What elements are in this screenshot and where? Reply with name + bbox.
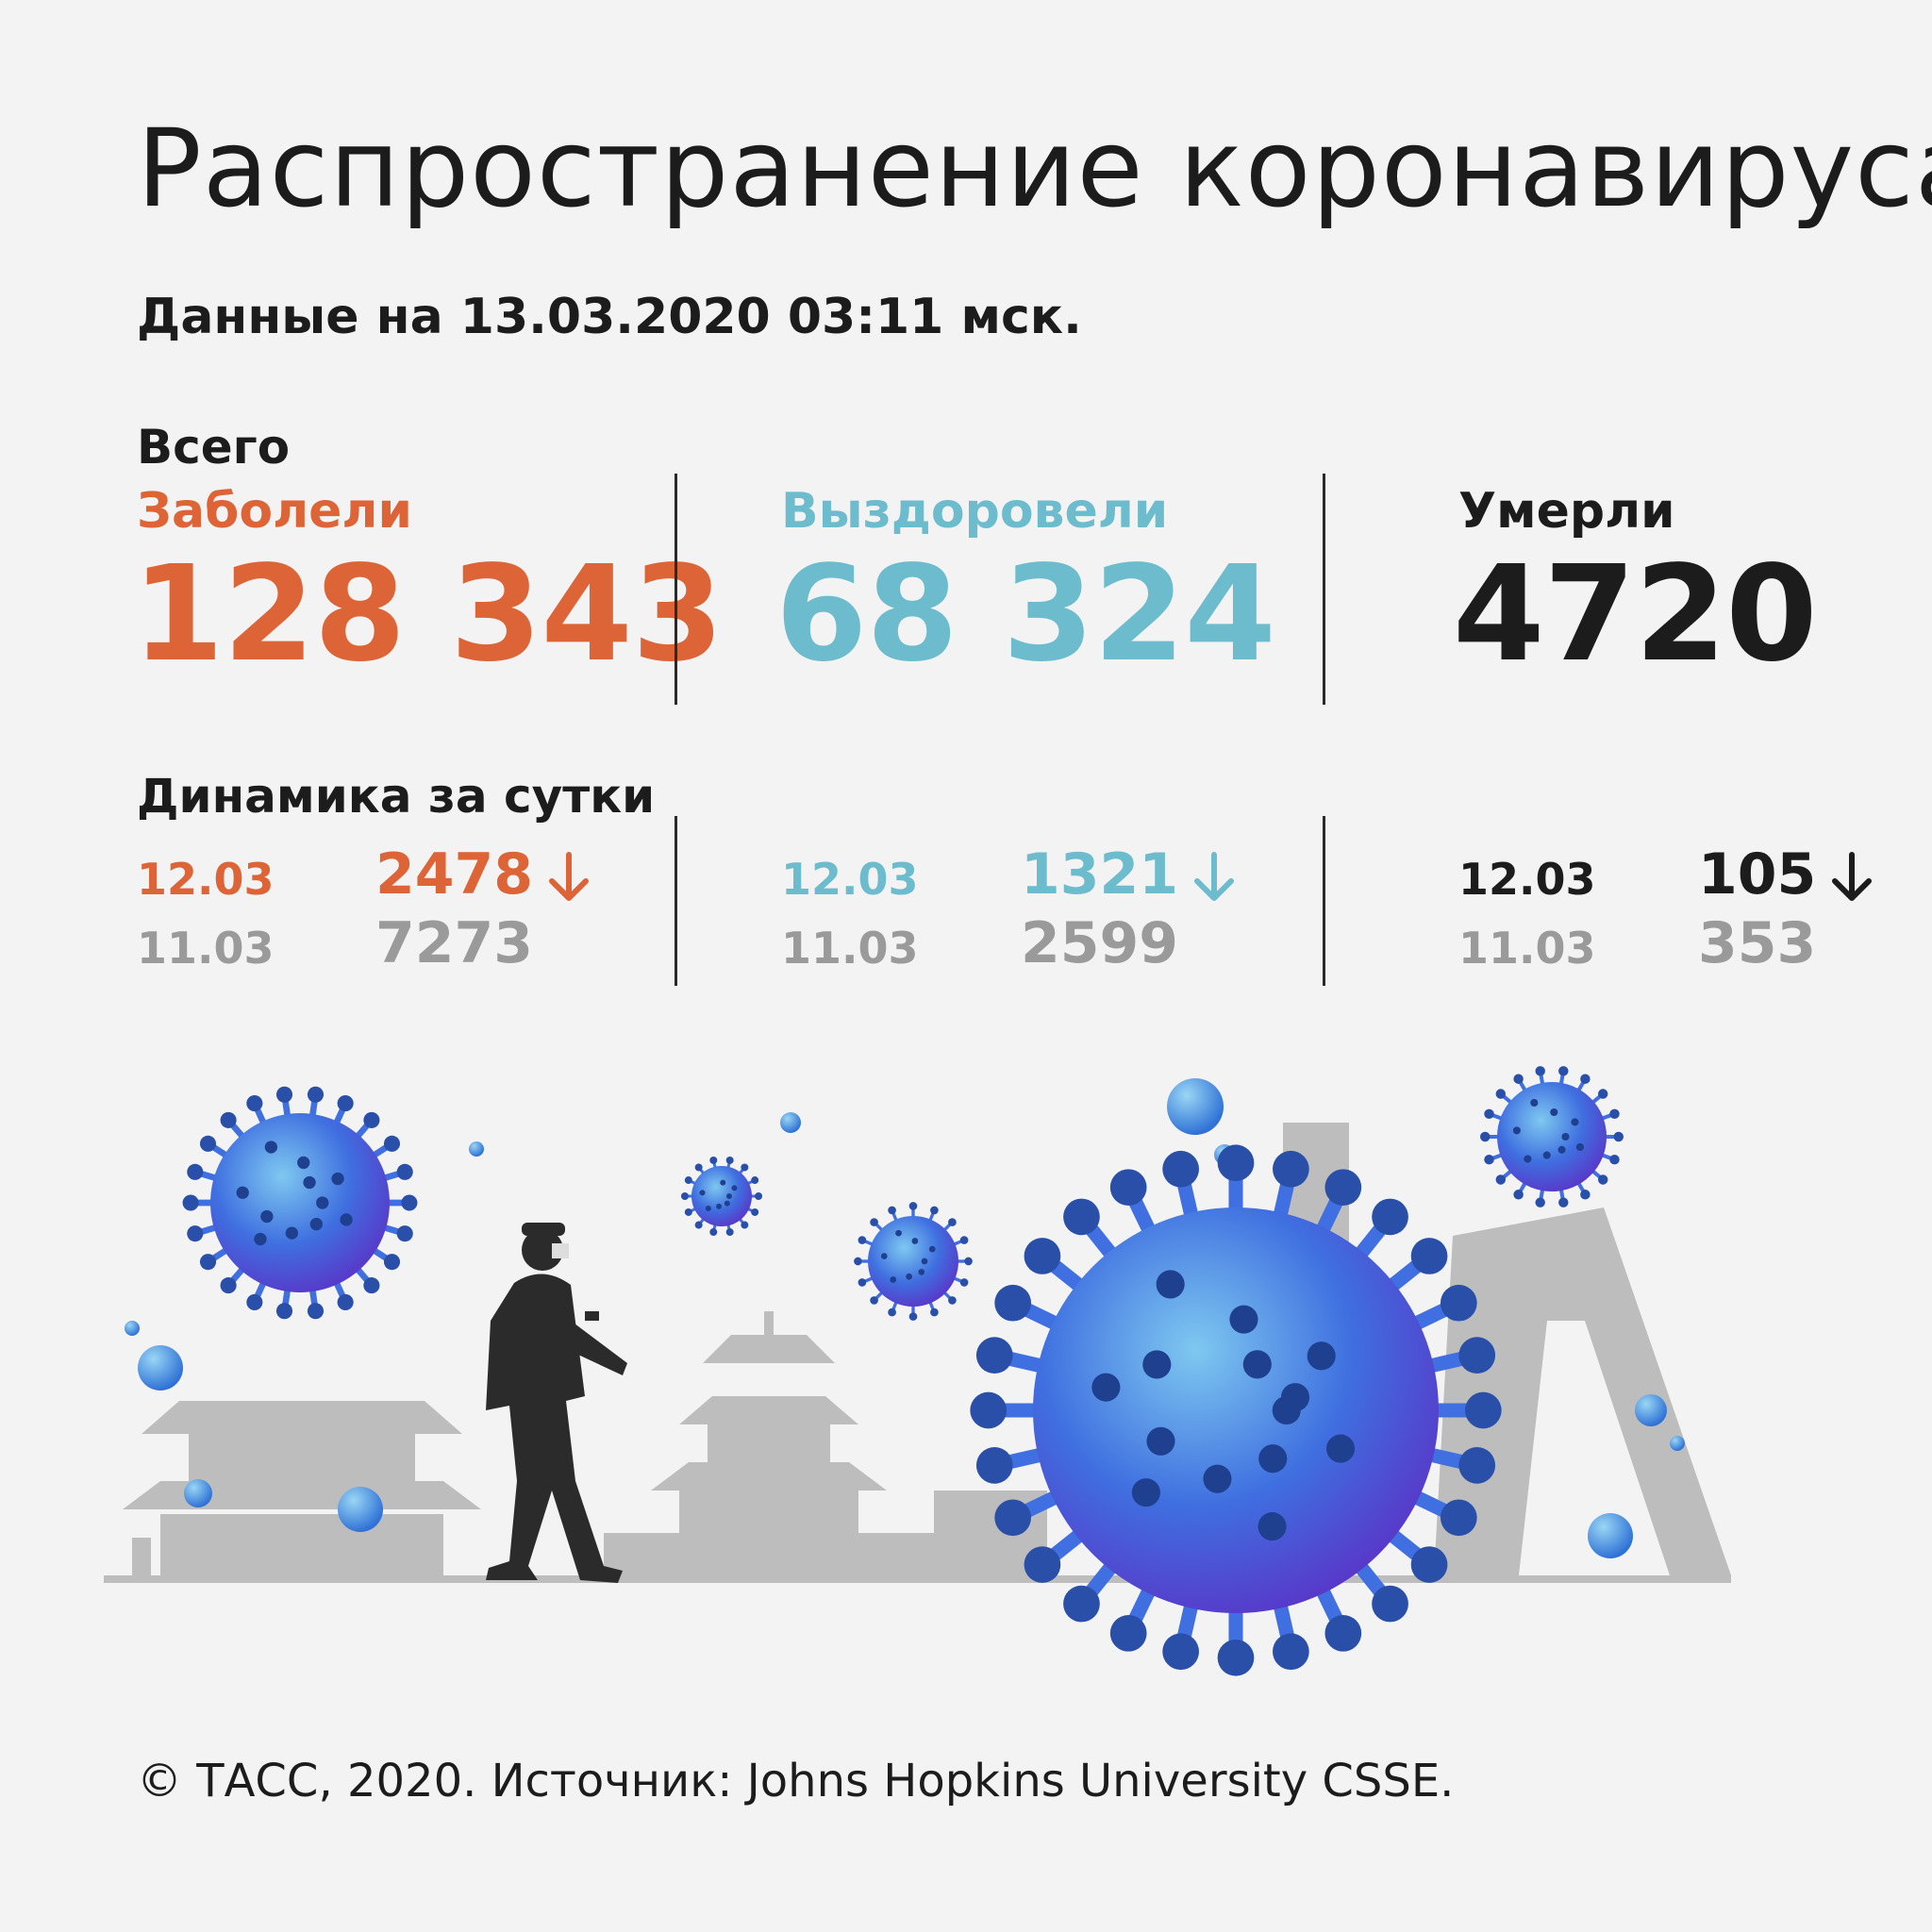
- totals-label: Всего: [137, 420, 291, 475]
- recovered-total: 68 324: [775, 538, 1276, 691]
- data-timestamp: Данные на 13.03.2020 03:11 мск.: [137, 289, 1082, 345]
- source-footer: © ТАСС, 2020. Источник: Johns Hopkins Un…: [137, 1755, 1455, 1807]
- infected-label: Заболели: [137, 483, 412, 540]
- coronavirus-icon: [182, 1086, 418, 1320]
- infected-total: 128 343: [132, 538, 724, 691]
- infected-date-current: 12.03: [137, 854, 275, 905]
- skyscraper-icon: [1434, 1208, 1731, 1575]
- column-divider: [675, 816, 677, 986]
- deaths-date-previous: 11.03: [1458, 923, 1596, 974]
- recovered-date-previous: 11.03: [781, 923, 919, 974]
- coronavirus-icon: [854, 1202, 973, 1321]
- recovered-daily-current: 1321: [1021, 841, 1237, 908]
- virus-particle-icon: [125, 1078, 1685, 1558]
- coronavirus-icon: [970, 1144, 1502, 1676]
- recovered-label: Выздоровели: [781, 483, 1169, 540]
- recovered-daily-previous: 2599: [1021, 910, 1178, 976]
- deaths-label: Умерли: [1458, 483, 1675, 540]
- arrow-down-icon: [549, 852, 589, 902]
- coronavirus-icon: [182, 1066, 1624, 1676]
- deaths-daily-previous: 353: [1698, 910, 1817, 976]
- page-title: Распространение коронавируса: [137, 106, 1932, 231]
- arrow-down-icon: [1194, 852, 1234, 902]
- illustration: [104, 1066, 1731, 1676]
- infected-daily-current: 2478: [375, 841, 591, 908]
- chinese-temple-icon: [604, 1311, 943, 1575]
- coronavirus-icon: [1480, 1066, 1624, 1208]
- infected-date-previous: 11.03: [137, 923, 275, 974]
- deaths-date-current: 12.03: [1458, 854, 1596, 905]
- chinese-temple-icon: [123, 1401, 481, 1575]
- infected-daily-previous: 7273: [375, 910, 533, 976]
- dynamics-label: Динамика за сутки: [137, 769, 656, 824]
- coronavirus-icon: [680, 1156, 763, 1237]
- recovered-date-current: 12.03: [781, 854, 919, 905]
- person-in-mask-icon: [486, 1223, 627, 1583]
- column-divider: [675, 474, 677, 705]
- column-divider: [1323, 474, 1325, 705]
- arrow-down-icon: [1832, 852, 1873, 902]
- column-divider: [1323, 816, 1325, 986]
- deaths-total: 4720: [1453, 538, 1818, 691]
- deaths-daily-current: 105: [1698, 841, 1874, 908]
